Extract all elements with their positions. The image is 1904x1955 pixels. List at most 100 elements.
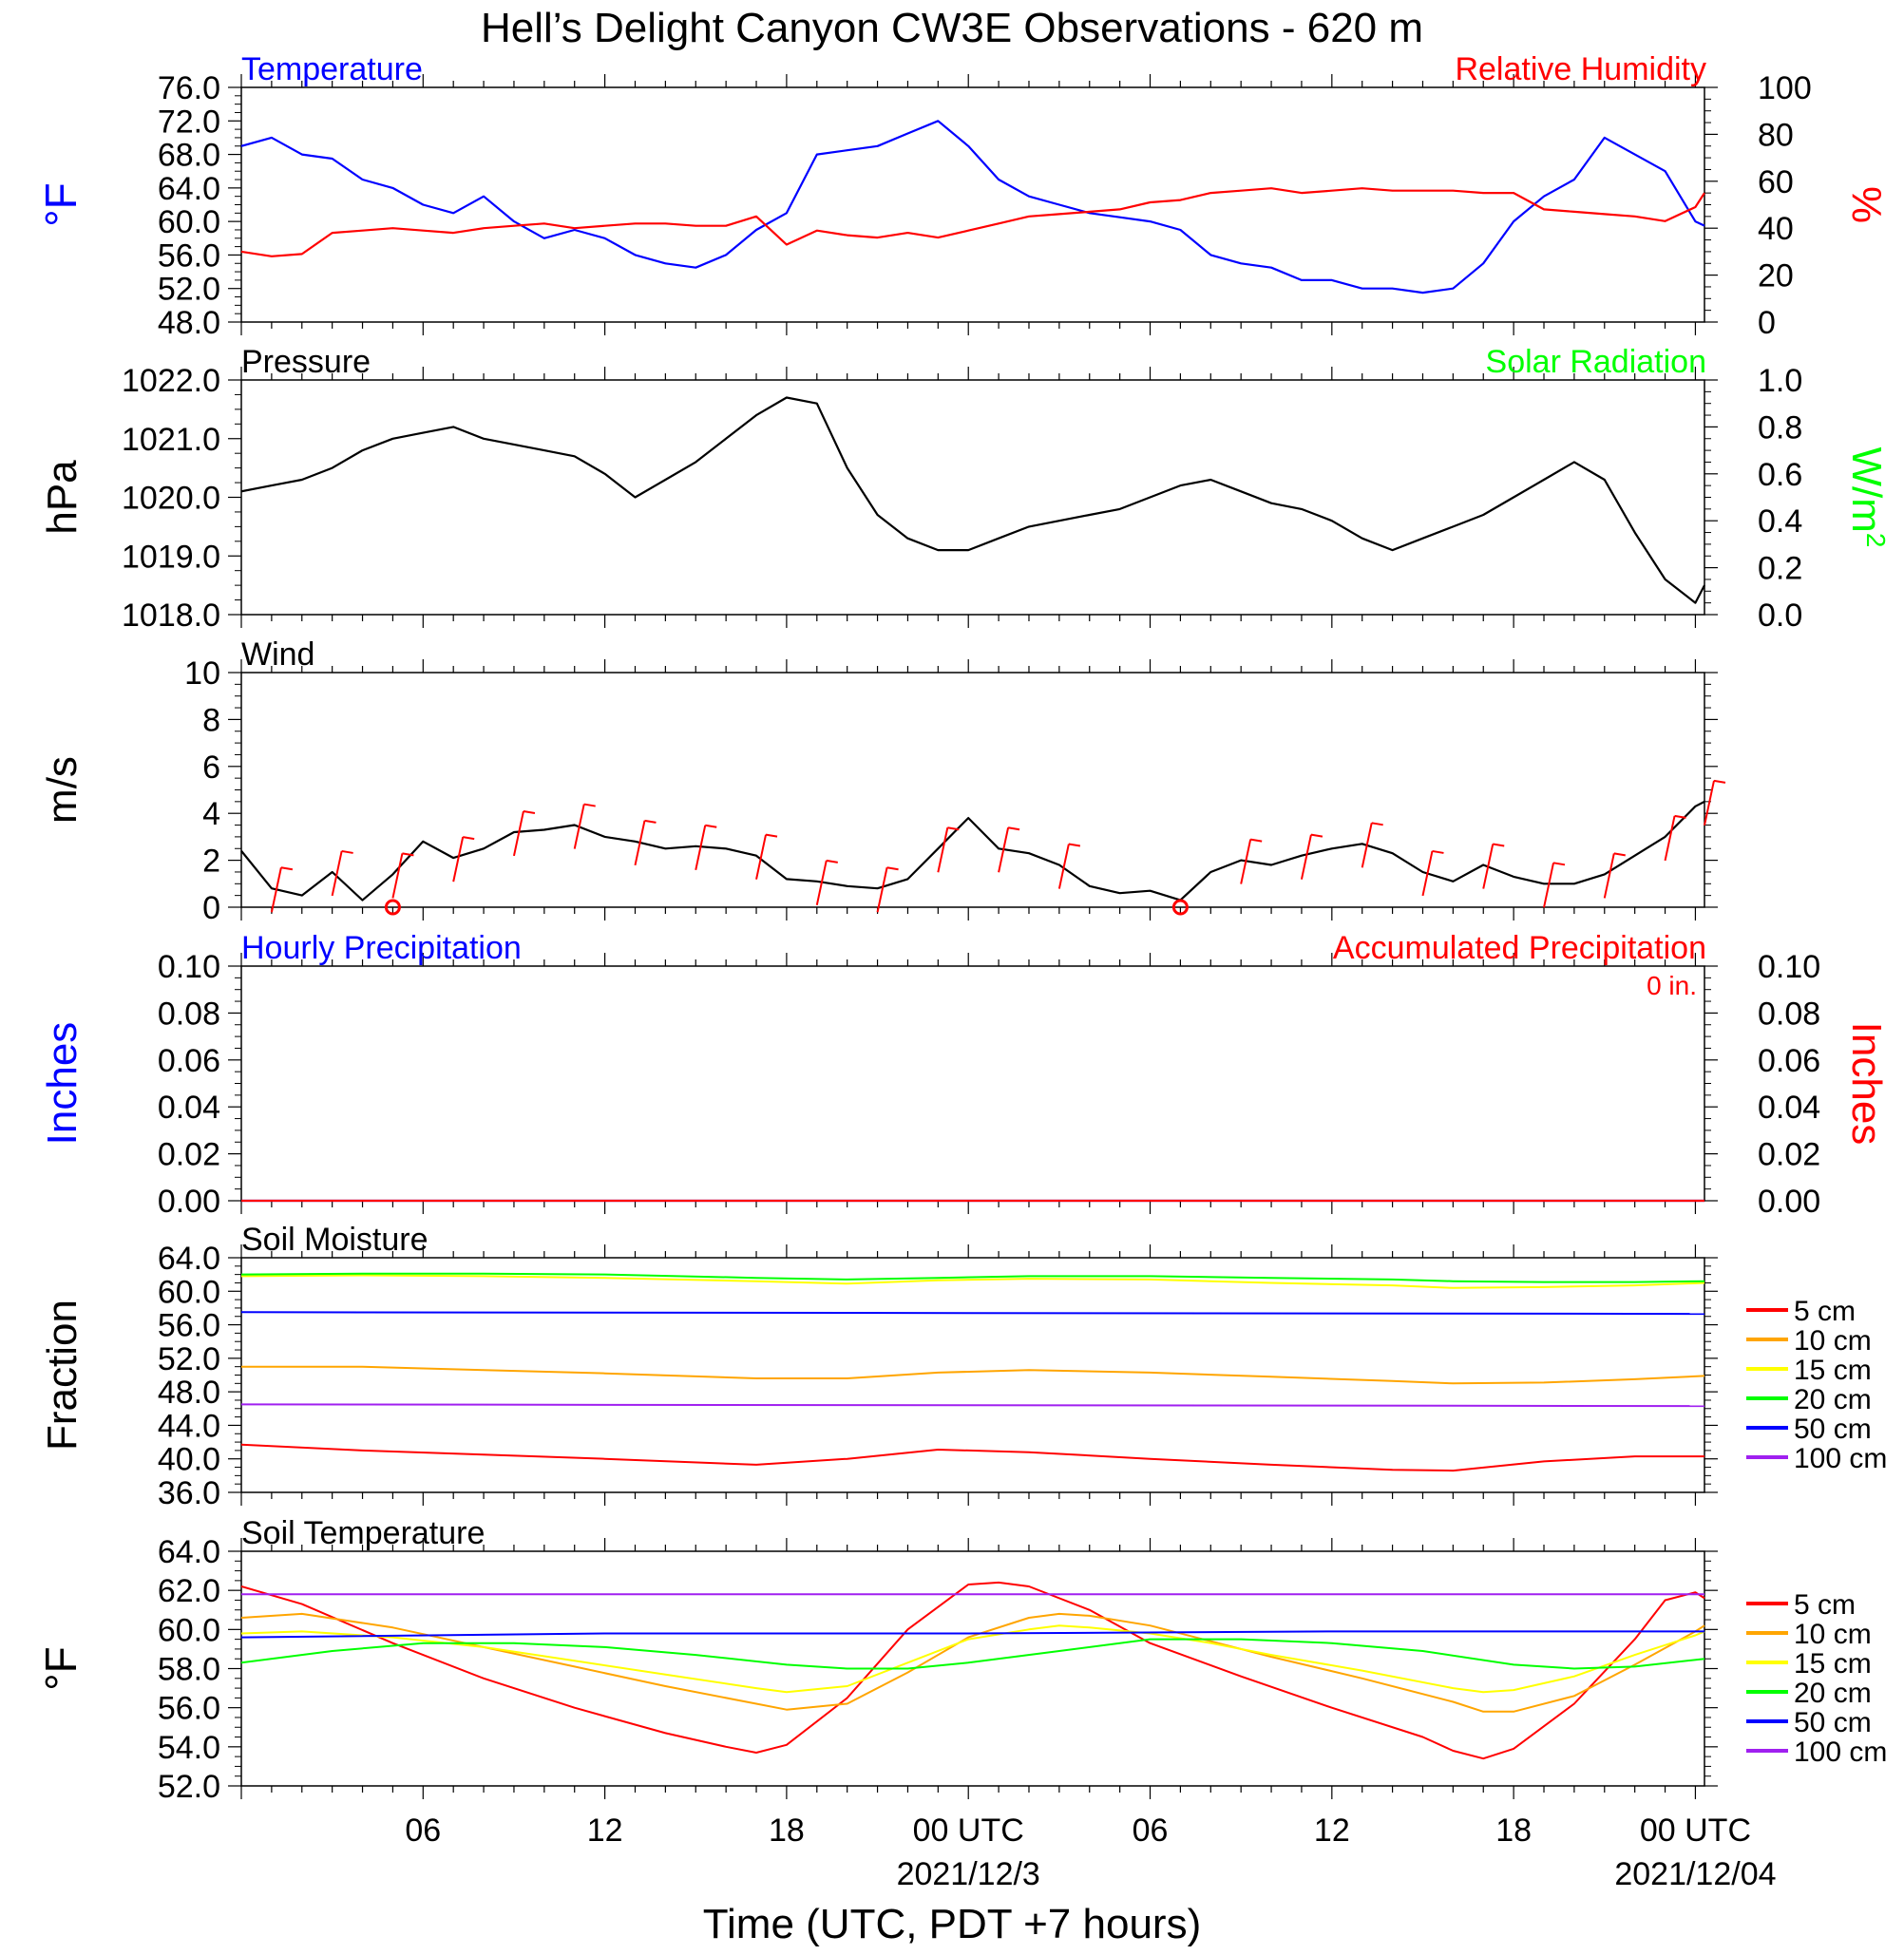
panel-title-left: Pressure bbox=[241, 344, 371, 380]
series-line-20-cm bbox=[240, 1638, 1705, 1670]
wind-barb bbox=[1421, 850, 1434, 897]
legend-label: 50 cm bbox=[1794, 1707, 1872, 1738]
panel-title-left: Temperature bbox=[241, 51, 423, 87]
x-axis-label: Time (UTC, PDT +7 hours) bbox=[703, 1901, 1201, 1947]
y-tick-label: 0.08 bbox=[158, 996, 220, 1032]
wind-barb-flag bbox=[463, 836, 475, 841]
series-line-50-cm bbox=[240, 1311, 1705, 1316]
wind-barb-flag bbox=[1552, 862, 1566, 866]
y-tick-label: 0.10 bbox=[158, 949, 220, 985]
y-tick-label: 0.00 bbox=[158, 1184, 220, 1220]
panel-title-left: Soil Moisture bbox=[241, 1222, 428, 1258]
wind-barb-flag bbox=[644, 819, 657, 824]
y-tick-label: 1020.0 bbox=[122, 481, 220, 517]
panel-title-left: Soil Temperature bbox=[241, 1515, 485, 1551]
wind-barb bbox=[815, 860, 828, 906]
x-tick-label: 12 bbox=[1314, 1813, 1350, 1849]
wind-barb bbox=[937, 827, 949, 873]
legend-label: 15 cm bbox=[1794, 1648, 1872, 1680]
y-tick-label: 58.0 bbox=[158, 1652, 220, 1688]
y-tick-label: 64.0 bbox=[158, 171, 220, 207]
legend-label: 100 cm bbox=[1794, 1443, 1887, 1474]
plot-frame bbox=[240, 672, 1705, 908]
y-tick-label: 10 bbox=[184, 655, 220, 692]
y-tick-label: 36.0 bbox=[158, 1475, 220, 1511]
wind-barb bbox=[634, 820, 646, 866]
y-tick-label-right: 0 bbox=[1758, 305, 1776, 341]
wind-barb bbox=[1240, 839, 1252, 884]
y-tick-label: 52.0 bbox=[158, 1341, 220, 1377]
y-tick-label: 52.0 bbox=[158, 1769, 220, 1805]
y-tick-label: 0.02 bbox=[158, 1137, 220, 1173]
x-tick-label: 12 bbox=[587, 1813, 623, 1849]
y-tick-label: 56.0 bbox=[158, 237, 220, 274]
y-axis-label-left: Fraction bbox=[39, 1300, 86, 1451]
x-date-label: 2021/12/04 bbox=[1614, 1856, 1776, 1892]
y-axis-label-left: °F bbox=[36, 182, 86, 227]
y-axis-label-left: °F bbox=[36, 1646, 86, 1691]
y-tick-label: 1018.0 bbox=[122, 598, 220, 634]
y-tick-label-right: 80 bbox=[1758, 117, 1794, 153]
legend-label: 10 cm bbox=[1794, 1325, 1872, 1357]
y-tick-label: 2 bbox=[202, 844, 220, 880]
x-axis: 06 12 18 00 UTC 06 12 18 00 UTC 2021/12/3 2021/12… bbox=[405, 1813, 1776, 1892]
x-tick-label: 06 bbox=[1133, 1813, 1169, 1849]
y-tick-label-right: 0.10 bbox=[1758, 949, 1820, 985]
legend-label: 20 cm bbox=[1794, 1384, 1872, 1415]
plot-frame bbox=[240, 86, 1705, 323]
y-tick-label: 48.0 bbox=[158, 1375, 220, 1411]
wind-barb-flag bbox=[1493, 843, 1505, 847]
wind-barb bbox=[1361, 823, 1373, 868]
wind-barb-flag bbox=[523, 809, 536, 814]
wind-barb-flag bbox=[402, 852, 414, 857]
plot-frame bbox=[240, 379, 1705, 616]
wind-barb-flag bbox=[1432, 849, 1444, 854]
y-tick-label: 6 bbox=[202, 750, 220, 786]
series-line-5-cm bbox=[240, 1581, 1705, 1760]
wind-barb-flag bbox=[1068, 843, 1081, 847]
wind-barb bbox=[573, 804, 585, 849]
plot-frame bbox=[240, 1257, 1705, 1493]
panels: 48.052.056.060.064.068.072.076.002040608… bbox=[36, 51, 1892, 1805]
panel-wind: 0 2 4 6 8 10 Wind m/s bbox=[39, 636, 1726, 926]
y-tick-label: 52.0 bbox=[158, 272, 220, 308]
series-line-left bbox=[240, 396, 1705, 604]
wind-barb bbox=[1300, 834, 1312, 880]
y-axis-label-right: % bbox=[1843, 186, 1890, 223]
x-tick-label: 00 UTC bbox=[913, 1813, 1024, 1849]
y-axis-label-left: hPa bbox=[39, 460, 86, 535]
y-tick-label-right: 100 bbox=[1758, 70, 1812, 106]
y-tick-label: 68.0 bbox=[158, 138, 220, 174]
wind-barb bbox=[1664, 815, 1676, 862]
wind-barb-flag bbox=[1250, 838, 1263, 843]
legend-label: 50 cm bbox=[1794, 1414, 1872, 1445]
y-tick-label: 48.0 bbox=[158, 305, 220, 341]
series-line-left bbox=[240, 120, 1705, 294]
y-tick-label: 60.0 bbox=[158, 1612, 220, 1648]
legend-label: 5 cm bbox=[1794, 1296, 1856, 1327]
y-tick-label-right: 0.02 bbox=[1758, 1137, 1820, 1173]
plot-frame bbox=[240, 965, 1705, 1202]
y-tick-label: 0 bbox=[202, 890, 220, 926]
legend-label: 15 cm bbox=[1794, 1355, 1872, 1386]
wind-barb-flag bbox=[705, 824, 717, 828]
panel-pressure: 1018.0 1019.0 1020.0 1021.0 1022.0 0.0 0.2 0.4 0… bbox=[39, 344, 1892, 634]
wind-barb-flag bbox=[826, 859, 838, 864]
x-date-label: 2021/12/3 bbox=[897, 1856, 1040, 1892]
y-tick-label-right: 40 bbox=[1758, 211, 1794, 247]
y-axis-label-right: Inches bbox=[1843, 1022, 1890, 1146]
y-tick-label-right: 0.2 bbox=[1758, 551, 1802, 587]
x-tick-label: 00 UTC bbox=[1640, 1813, 1751, 1849]
wind-barb bbox=[391, 853, 404, 899]
wind-barb-flag bbox=[1613, 852, 1626, 857]
y-tick-label: 76.0 bbox=[158, 70, 220, 106]
y-tick-label-right: 1.0 bbox=[1758, 363, 1802, 399]
series-line-15-cm bbox=[240, 1274, 1705, 1289]
panel-title-left: Hourly Precipitation bbox=[241, 930, 522, 966]
calm-marker bbox=[1171, 899, 1189, 916]
y-tick-label-right: 0.06 bbox=[1758, 1043, 1820, 1079]
wind-barb bbox=[755, 834, 768, 880]
wind-barb bbox=[331, 850, 343, 897]
panel-soil_moisture: 36.040.044.048.052.056.060.064.0 Soil Moi… bbox=[39, 1222, 1887, 1511]
y-tick-label: 1021.0 bbox=[122, 422, 220, 458]
